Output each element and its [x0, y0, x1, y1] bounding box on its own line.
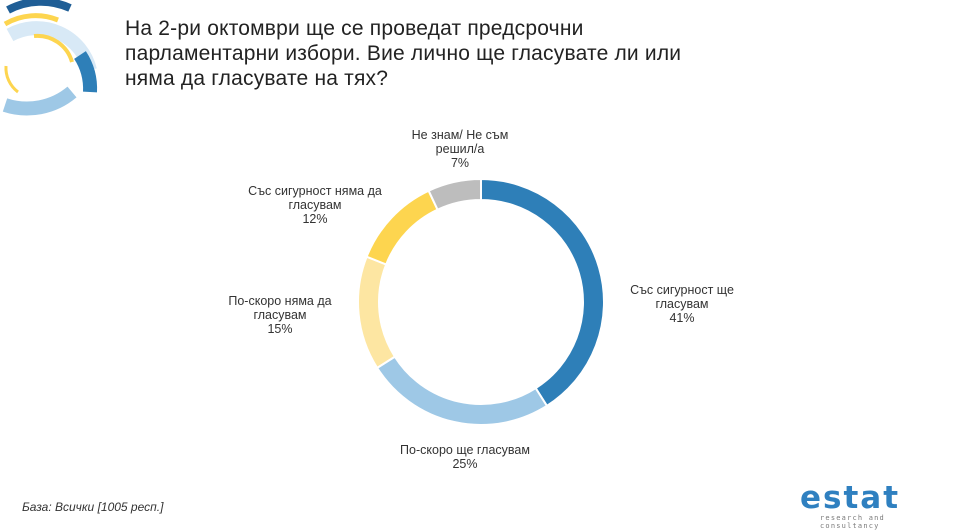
label-probably-vote: По-скоро ще гласувам 25%	[380, 443, 550, 471]
base-footnote: База: Всички [1005 респ.]	[22, 500, 164, 514]
slice-dont-know	[427, 177, 482, 212]
data-label: 7%	[450, 156, 470, 170]
label-definitely-not-vote: Със сигурност няма да гласувам 12%	[225, 184, 405, 226]
title-line-2: парламентарни избори. Вие лично ще гласу…	[125, 42, 682, 65]
chart-title: На 2-ри октомври ще се проведат предсроч…	[125, 16, 825, 91]
label-line: Със сигурност няма да	[248, 184, 382, 198]
label-line: Със сигурност ще	[630, 283, 734, 297]
label-line: По-скоро ще гласувам	[400, 443, 530, 457]
decorative-arcs-logo	[2, 0, 98, 116]
arc-yellow-bottom	[4, 65, 19, 94]
label-line: решил/а	[435, 142, 485, 156]
brand-logo: estat research and consultancy	[800, 480, 945, 530]
data-label: 12%	[302, 212, 328, 226]
label-line: гласувам	[655, 297, 709, 311]
slice-definitely-vote	[480, 177, 605, 408]
label-line: гласувам	[253, 308, 307, 322]
title-line-3: няма да гласувате на тях?	[125, 67, 389, 90]
label-dont-know: Не знам/ Не съм решил/а 7%	[385, 128, 535, 170]
label-line: гласувам	[288, 198, 342, 212]
slice-probably-vote	[375, 355, 549, 426]
arc-yellow-mid	[33, 33, 74, 63]
arc-yellow-top	[3, 13, 59, 27]
label-definitely-vote: Със сигурност ще гласувам 41%	[612, 283, 752, 325]
arc-dark-blue-right	[73, 51, 98, 93]
data-label: 15%	[267, 322, 293, 336]
arc-dark-blue-top	[6, 0, 72, 14]
arc-mid-blue-bottom	[2, 86, 77, 116]
data-label: 25%	[452, 457, 478, 471]
label-line: Не знам/ Не съм	[411, 128, 509, 142]
data-label: 41%	[669, 311, 695, 325]
slice-probably-not-vote	[357, 255, 397, 370]
label-line: По-скоро няма да	[228, 294, 332, 308]
title-line-1: На 2-ри октомври ще се проведат предсроч…	[125, 17, 584, 40]
brand-tagline: research and consultancy	[820, 514, 885, 530]
label-probably-not-vote: По-скоро няма да гласувам 15%	[205, 294, 355, 336]
brand-name: estat	[800, 480, 901, 516]
